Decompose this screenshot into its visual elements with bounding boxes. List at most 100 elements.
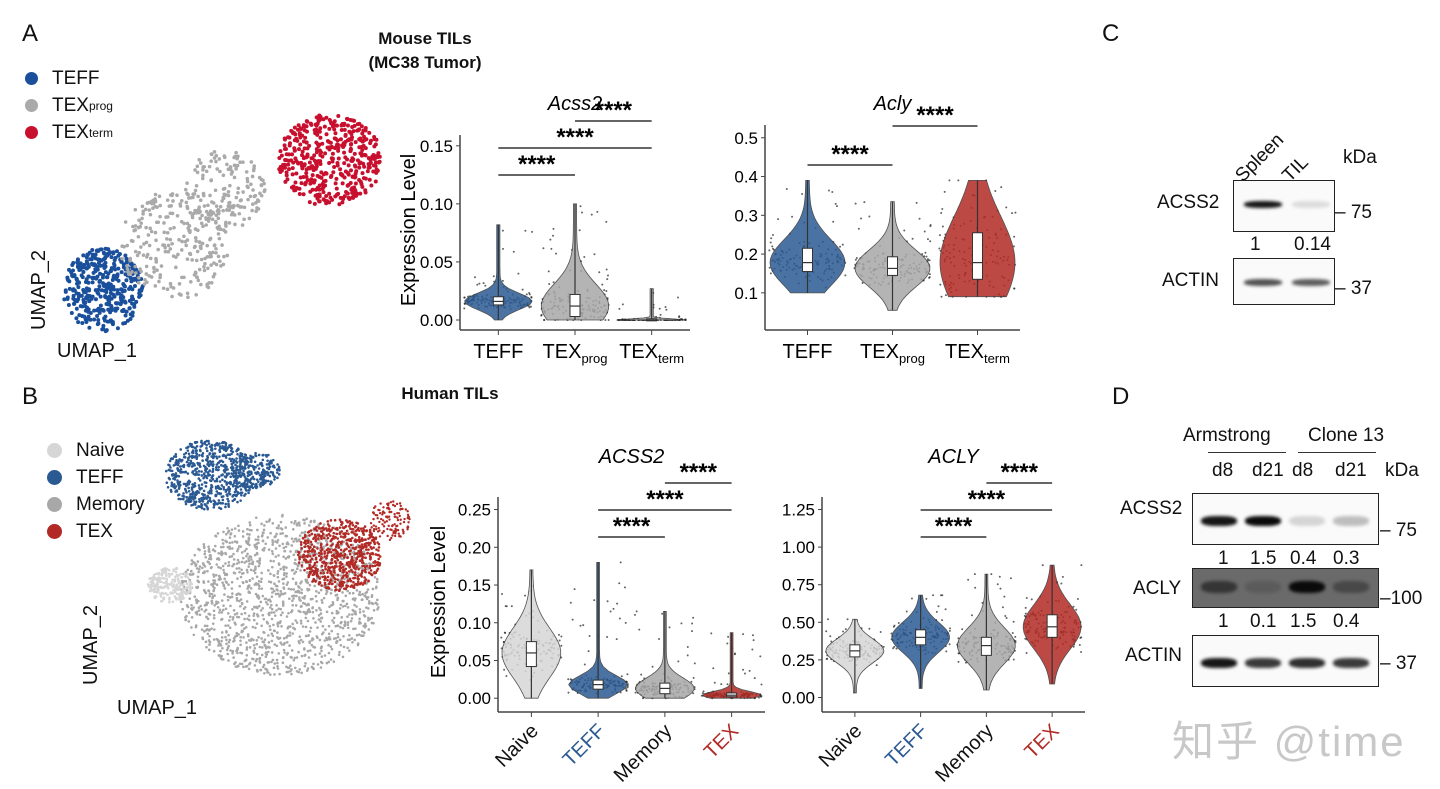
umap-point xyxy=(248,661,252,665)
umap-point xyxy=(252,569,256,573)
umap-point xyxy=(309,597,313,601)
umap-point xyxy=(258,645,262,649)
umap-point xyxy=(350,617,354,620)
legend-dot-teff xyxy=(25,72,38,85)
umap-point xyxy=(215,455,218,459)
umap-point xyxy=(232,609,236,612)
umap-point xyxy=(316,547,319,550)
umap-point xyxy=(283,549,287,553)
data-point xyxy=(542,319,545,321)
box xyxy=(887,256,898,276)
umap-point xyxy=(355,633,359,637)
umap-point xyxy=(262,528,266,532)
data-point xyxy=(482,282,485,285)
umap-point xyxy=(195,457,199,461)
umap-point xyxy=(114,276,119,281)
umap-point xyxy=(209,479,213,483)
umap-point xyxy=(367,628,371,631)
umap-point xyxy=(200,176,205,181)
umap-point xyxy=(153,197,157,201)
umap-point xyxy=(98,294,103,299)
umap-point xyxy=(282,568,286,571)
umap-point xyxy=(122,299,127,304)
umap-point xyxy=(273,662,277,665)
umap-point xyxy=(190,604,193,607)
data-point xyxy=(540,314,543,317)
umap-point xyxy=(214,251,218,255)
umap-point xyxy=(332,621,336,624)
umap-point xyxy=(251,202,255,207)
umap-point xyxy=(127,298,132,303)
umap-point xyxy=(227,208,232,212)
umap-point xyxy=(82,303,87,308)
umap-point xyxy=(209,159,213,163)
umap-point xyxy=(229,615,232,619)
umap-point xyxy=(278,544,281,548)
umap-point xyxy=(264,651,268,654)
umap-point xyxy=(171,199,175,203)
umap-point xyxy=(222,186,227,191)
umap-point xyxy=(250,562,254,565)
umap-point xyxy=(297,650,300,654)
umap-point xyxy=(195,452,199,456)
umap-point xyxy=(324,636,328,640)
umap-point xyxy=(220,611,224,614)
umap-point xyxy=(207,491,211,495)
umap-point xyxy=(326,571,329,574)
umap-point xyxy=(285,636,288,639)
umap-point xyxy=(227,499,230,503)
umap-point xyxy=(198,548,201,552)
umap-point xyxy=(235,596,239,600)
umap-point xyxy=(124,256,129,261)
umap-point xyxy=(144,225,148,230)
umap-point xyxy=(190,559,194,562)
umap-point xyxy=(217,565,220,569)
umap-point xyxy=(262,181,266,186)
umap-point xyxy=(306,649,310,653)
umap-point xyxy=(260,461,263,465)
umap-point xyxy=(168,247,173,251)
umap-point xyxy=(184,502,188,506)
legend-dot-tex xyxy=(47,524,62,539)
umap-point xyxy=(305,539,309,542)
umap-point xyxy=(253,460,257,464)
umap-point xyxy=(265,470,269,474)
umap-point xyxy=(203,550,207,553)
umap-point xyxy=(194,624,198,627)
umap-point xyxy=(77,268,82,273)
umap-point xyxy=(215,167,219,171)
umap-point xyxy=(315,552,319,556)
data-point xyxy=(940,295,943,298)
umap-point xyxy=(282,582,285,585)
umap-point xyxy=(248,456,251,460)
umap-point xyxy=(221,454,225,458)
umap-point xyxy=(233,571,237,575)
umap-point xyxy=(173,474,176,477)
umap-point xyxy=(173,580,177,583)
umap-point xyxy=(244,659,247,662)
umap-point xyxy=(174,590,177,594)
umap-point xyxy=(237,529,241,532)
umap-point xyxy=(226,193,231,198)
umap-point xyxy=(198,500,202,503)
umap-point xyxy=(220,631,224,634)
umap-point xyxy=(338,565,341,568)
umap-point xyxy=(376,151,381,156)
umap-point xyxy=(190,569,193,573)
umap-point xyxy=(285,534,289,538)
umap-point xyxy=(146,233,151,237)
umap-point xyxy=(327,191,332,196)
umap-point xyxy=(229,532,233,535)
umap-point xyxy=(183,239,188,244)
umap-point xyxy=(272,623,275,627)
umap-point xyxy=(198,565,202,568)
umap-point xyxy=(338,526,342,529)
umap-point xyxy=(346,626,350,630)
umap-point xyxy=(197,267,202,272)
cluster-texterm xyxy=(277,113,382,207)
umap-point xyxy=(128,272,133,276)
umap-point xyxy=(289,664,292,668)
legend-dot-naive xyxy=(47,443,62,458)
umap-point xyxy=(305,571,309,574)
umap-point xyxy=(160,599,164,603)
